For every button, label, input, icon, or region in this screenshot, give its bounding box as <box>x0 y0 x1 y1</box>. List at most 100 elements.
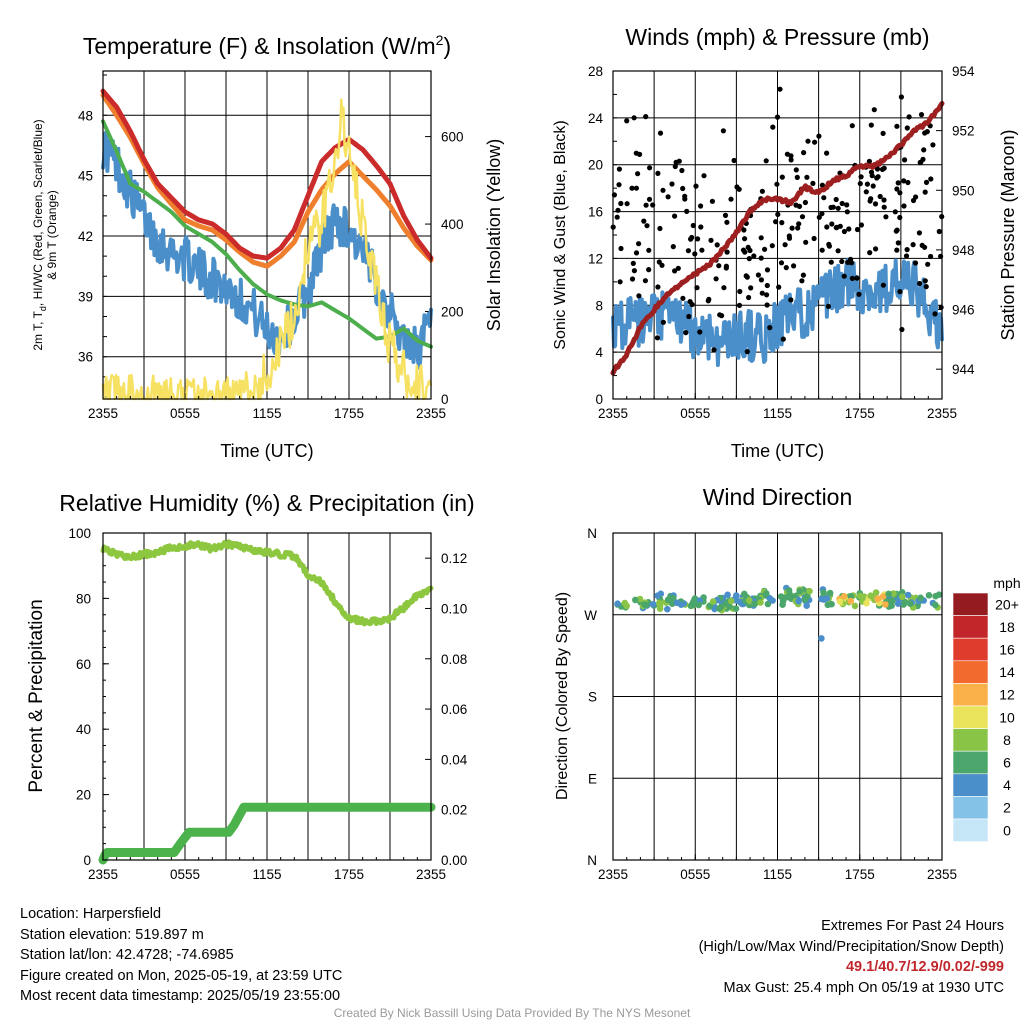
wind-speed-line <box>611 258 944 368</box>
gust-point <box>858 174 864 180</box>
direction-point <box>820 589 827 596</box>
gust-point <box>764 292 770 298</box>
credit-text: Created By Nick Bassill Using Data Provi… <box>333 1006 691 1020</box>
y-tick-label: 0 <box>83 853 91 868</box>
humidity-line <box>100 539 434 627</box>
gust-point <box>916 230 923 236</box>
direction-point <box>888 597 895 604</box>
gust-point <box>788 297 794 303</box>
gust-point <box>629 185 635 191</box>
gust-point <box>699 247 705 253</box>
gust-point <box>925 261 931 267</box>
gust-point <box>684 208 690 214</box>
colorbar-label: 8 <box>1003 732 1011 748</box>
gust-point <box>660 187 666 193</box>
colorbar-swatch <box>952 750 989 775</box>
gust-point <box>714 242 720 248</box>
gust-point <box>881 197 887 203</box>
direction-point <box>894 600 902 607</box>
extremes-values: 49.1/40.7/12.9/0.02/-999 <box>845 959 1004 976</box>
series-line-red <box>100 88 434 261</box>
gust-point <box>722 212 729 218</box>
gust-point <box>844 209 850 215</box>
gust-point <box>670 244 676 250</box>
direction-point <box>650 601 657 608</box>
gust-point <box>780 336 786 342</box>
gust-point <box>755 272 762 278</box>
gust-point <box>770 124 776 130</box>
extremes-subheading: (High/Low/Max Wind/Precipitation/Snow De… <box>698 938 1004 955</box>
gust-point <box>928 176 934 182</box>
gust-point <box>864 181 871 187</box>
y2-tick-label: 0.00 <box>441 853 467 868</box>
gust-point <box>791 263 797 269</box>
gust-point <box>856 291 862 297</box>
gust-point <box>719 313 725 319</box>
gust-point <box>894 123 900 129</box>
gust-point <box>875 174 881 180</box>
gust-point <box>828 204 834 211</box>
y-axis-label: Direction (Colored By Speed) <box>554 592 571 800</box>
y2-tick-label: 944 <box>952 362 975 377</box>
gust-point <box>858 222 865 228</box>
gust-point <box>636 241 642 247</box>
colorbar-swatch <box>952 705 989 729</box>
gust-point <box>919 242 925 248</box>
y2-tick-label: 0.12 <box>441 551 467 566</box>
gust-point <box>685 248 692 254</box>
gust-point <box>829 221 835 227</box>
plot-border <box>102 532 432 861</box>
colorbar-label: 6 <box>1003 755 1011 771</box>
direction-point <box>932 601 939 609</box>
direction-point <box>818 635 825 642</box>
gust-point <box>796 221 802 227</box>
gust-point <box>819 247 825 253</box>
gust-point <box>690 222 696 229</box>
gust-point <box>744 349 750 355</box>
gust-point <box>786 233 792 239</box>
direction-point <box>745 596 753 604</box>
gust-point <box>816 133 822 139</box>
direction-point <box>901 598 909 606</box>
gust-point <box>657 130 664 136</box>
gust-point <box>720 128 727 134</box>
gust-point <box>698 203 704 209</box>
direction-point <box>818 595 825 603</box>
gust-point <box>680 185 686 192</box>
gust-point <box>898 94 905 100</box>
direction-point <box>823 595 831 602</box>
y-tick-label: 0 <box>595 392 603 407</box>
gust-point <box>643 202 649 208</box>
gust-point <box>636 293 642 299</box>
gust-point <box>906 114 912 120</box>
colorbar-label: 14 <box>999 664 1015 680</box>
colorbar-label: 16 <box>999 642 1015 658</box>
direction-point <box>733 592 740 599</box>
direction-point <box>656 605 664 612</box>
gust-point <box>834 224 840 230</box>
x-tick-label: 1755 <box>845 867 875 882</box>
gust-point <box>839 200 845 207</box>
gust-point <box>800 272 807 278</box>
gust-point <box>723 263 730 269</box>
y2-tick-label: 946 <box>952 303 975 318</box>
gust-point <box>844 202 850 208</box>
colorbar-swatch <box>952 796 989 820</box>
gust-point <box>924 129 930 135</box>
direction-point <box>898 593 906 601</box>
direction-point <box>851 602 859 610</box>
gust-point <box>854 275 860 281</box>
gust-point <box>748 285 754 291</box>
gust-point <box>644 223 650 229</box>
direction-point <box>840 593 848 600</box>
ylabel-subscript: d <box>38 306 48 311</box>
gust-point <box>802 199 809 206</box>
gust-point <box>873 246 879 252</box>
y-tick-label: 80 <box>76 591 91 606</box>
gust-point <box>751 253 757 259</box>
y-tick-label: 20 <box>588 158 603 173</box>
gust-point <box>759 188 766 194</box>
gust-point <box>614 214 620 220</box>
gust-point <box>918 112 925 118</box>
